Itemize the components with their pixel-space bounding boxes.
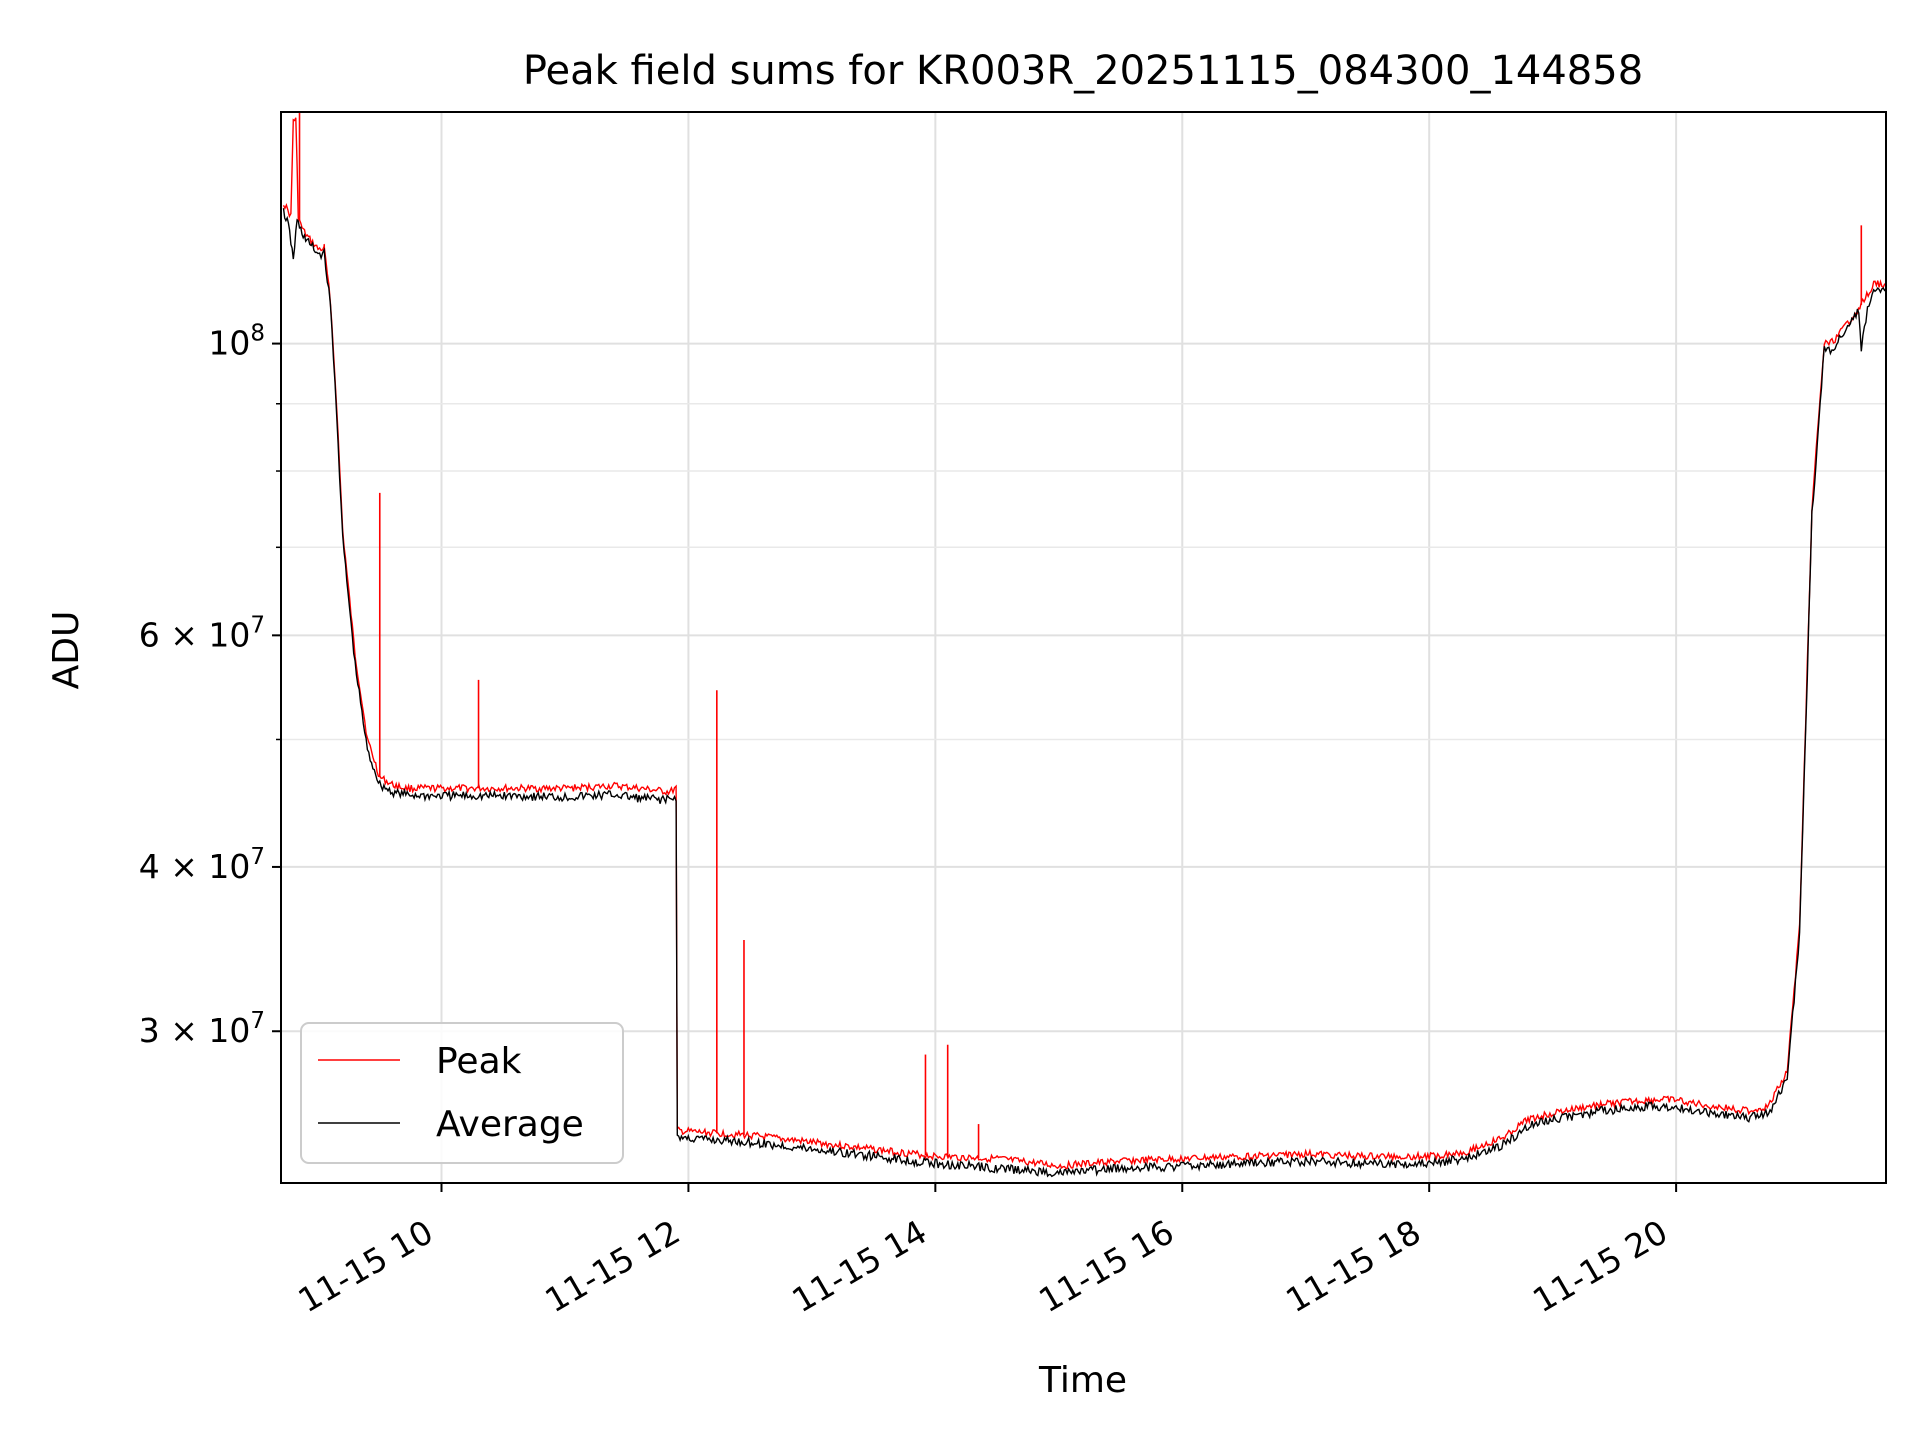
y-tick-label: 6 × 107 [139, 612, 265, 654]
x-axis-label: Time [1038, 1360, 1127, 1401]
series-layer [282, 112, 1886, 1178]
y-tick-label: 4 × 107 [139, 844, 265, 886]
y-axis-label: ADU [46, 611, 87, 690]
legend-label-average: Average [436, 1104, 584, 1145]
legend-label-peak: Peak [436, 1041, 522, 1082]
legend: Peak Average [300, 1022, 624, 1164]
legend-box [300, 1022, 624, 1164]
grid [281, 112, 1886, 1183]
series-peak-line [282, 117, 1886, 1170]
series-average-line [282, 208, 1886, 1178]
chart-title: Peak field sums for KR003R_20251115_0843… [523, 48, 1643, 94]
plot-frame [280, 111, 1887, 1184]
y-tick-label: 108 [208, 321, 265, 363]
y-tick-label: 3 × 107 [139, 1008, 265, 1050]
plot-area [281, 112, 1886, 1183]
